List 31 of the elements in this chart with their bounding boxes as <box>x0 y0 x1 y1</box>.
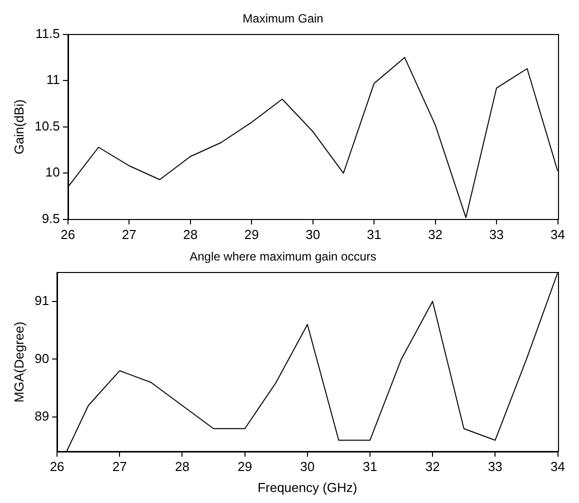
x-tick-label: 29 <box>238 459 252 474</box>
x-tick-label: 33 <box>489 226 504 242</box>
x-tick-label: 34 <box>550 226 566 242</box>
x-tick-label: 26 <box>60 226 76 242</box>
x-tick-label: 32 <box>425 459 440 474</box>
y-tick-label: 10 <box>45 164 60 180</box>
x-tick-label: 33 <box>488 459 502 474</box>
chart-title: Angle where maximum gain occurs <box>190 250 376 264</box>
x-tick-label: 28 <box>183 226 198 242</box>
y-tick-label: 90 <box>34 350 50 366</box>
y-axis-title: MGA(Degree) <box>11 322 26 403</box>
x-axis-title: Frequency (GHz) <box>258 480 358 495</box>
x-tick-label: 27 <box>112 459 127 474</box>
y-tick-label: 11 <box>46 72 60 88</box>
x-tick-label: 32 <box>428 226 443 242</box>
y-tick-label: 11.5 <box>36 26 60 41</box>
x-tick-label: 28 <box>175 459 190 474</box>
x-tick-label: 31 <box>362 459 378 474</box>
x-tick-label: 27 <box>122 226 136 242</box>
x-tick-label: 26 <box>50 459 64 474</box>
x-tick-label: 34 <box>550 459 566 474</box>
x-tick-label: 30 <box>300 459 315 474</box>
y-tick-label: 89 <box>34 408 50 424</box>
chart-title: Maximum Gain <box>242 12 324 26</box>
y-tick-label: 10.5 <box>34 118 60 134</box>
y-axis-title: Gain(dBi) <box>11 99 26 154</box>
x-tick-label: 30 <box>306 226 320 242</box>
x-tick-label: 31 <box>366 226 382 242</box>
x-tick-label: 29 <box>244 226 259 242</box>
y-tick-label: 9.5 <box>42 210 60 226</box>
y-tick-label: 91 <box>34 292 50 308</box>
